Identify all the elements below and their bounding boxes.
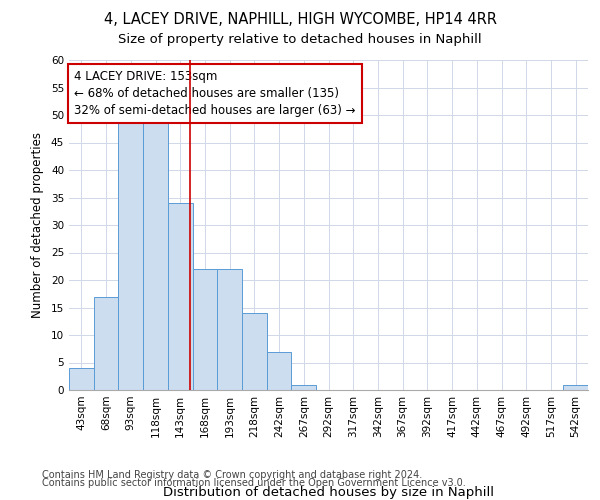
X-axis label: Distribution of detached houses by size in Naphill: Distribution of detached houses by size … [163, 486, 494, 498]
Text: 4, LACEY DRIVE, NAPHILL, HIGH WYCOMBE, HP14 4RR: 4, LACEY DRIVE, NAPHILL, HIGH WYCOMBE, H… [104, 12, 497, 28]
Y-axis label: Number of detached properties: Number of detached properties [31, 132, 44, 318]
Bar [94, 296, 118, 390]
Bar [563, 384, 588, 390]
Bar [193, 269, 217, 390]
Bar [292, 384, 316, 390]
Text: 4 LACEY DRIVE: 153sqm
← 68% of detached houses are smaller (135)
32% of semi-det: 4 LACEY DRIVE: 153sqm ← 68% of detached … [74, 70, 356, 117]
Bar [69, 368, 94, 390]
Bar [168, 203, 193, 390]
Bar [217, 269, 242, 390]
Bar [118, 120, 143, 390]
Bar [267, 352, 292, 390]
Bar [242, 313, 267, 390]
Text: Contains public sector information licensed under the Open Government Licence v3: Contains public sector information licen… [42, 478, 466, 488]
Text: Size of property relative to detached houses in Naphill: Size of property relative to detached ho… [118, 32, 482, 46]
Text: Contains HM Land Registry data © Crown copyright and database right 2024.: Contains HM Land Registry data © Crown c… [42, 470, 422, 480]
Bar [143, 115, 168, 390]
